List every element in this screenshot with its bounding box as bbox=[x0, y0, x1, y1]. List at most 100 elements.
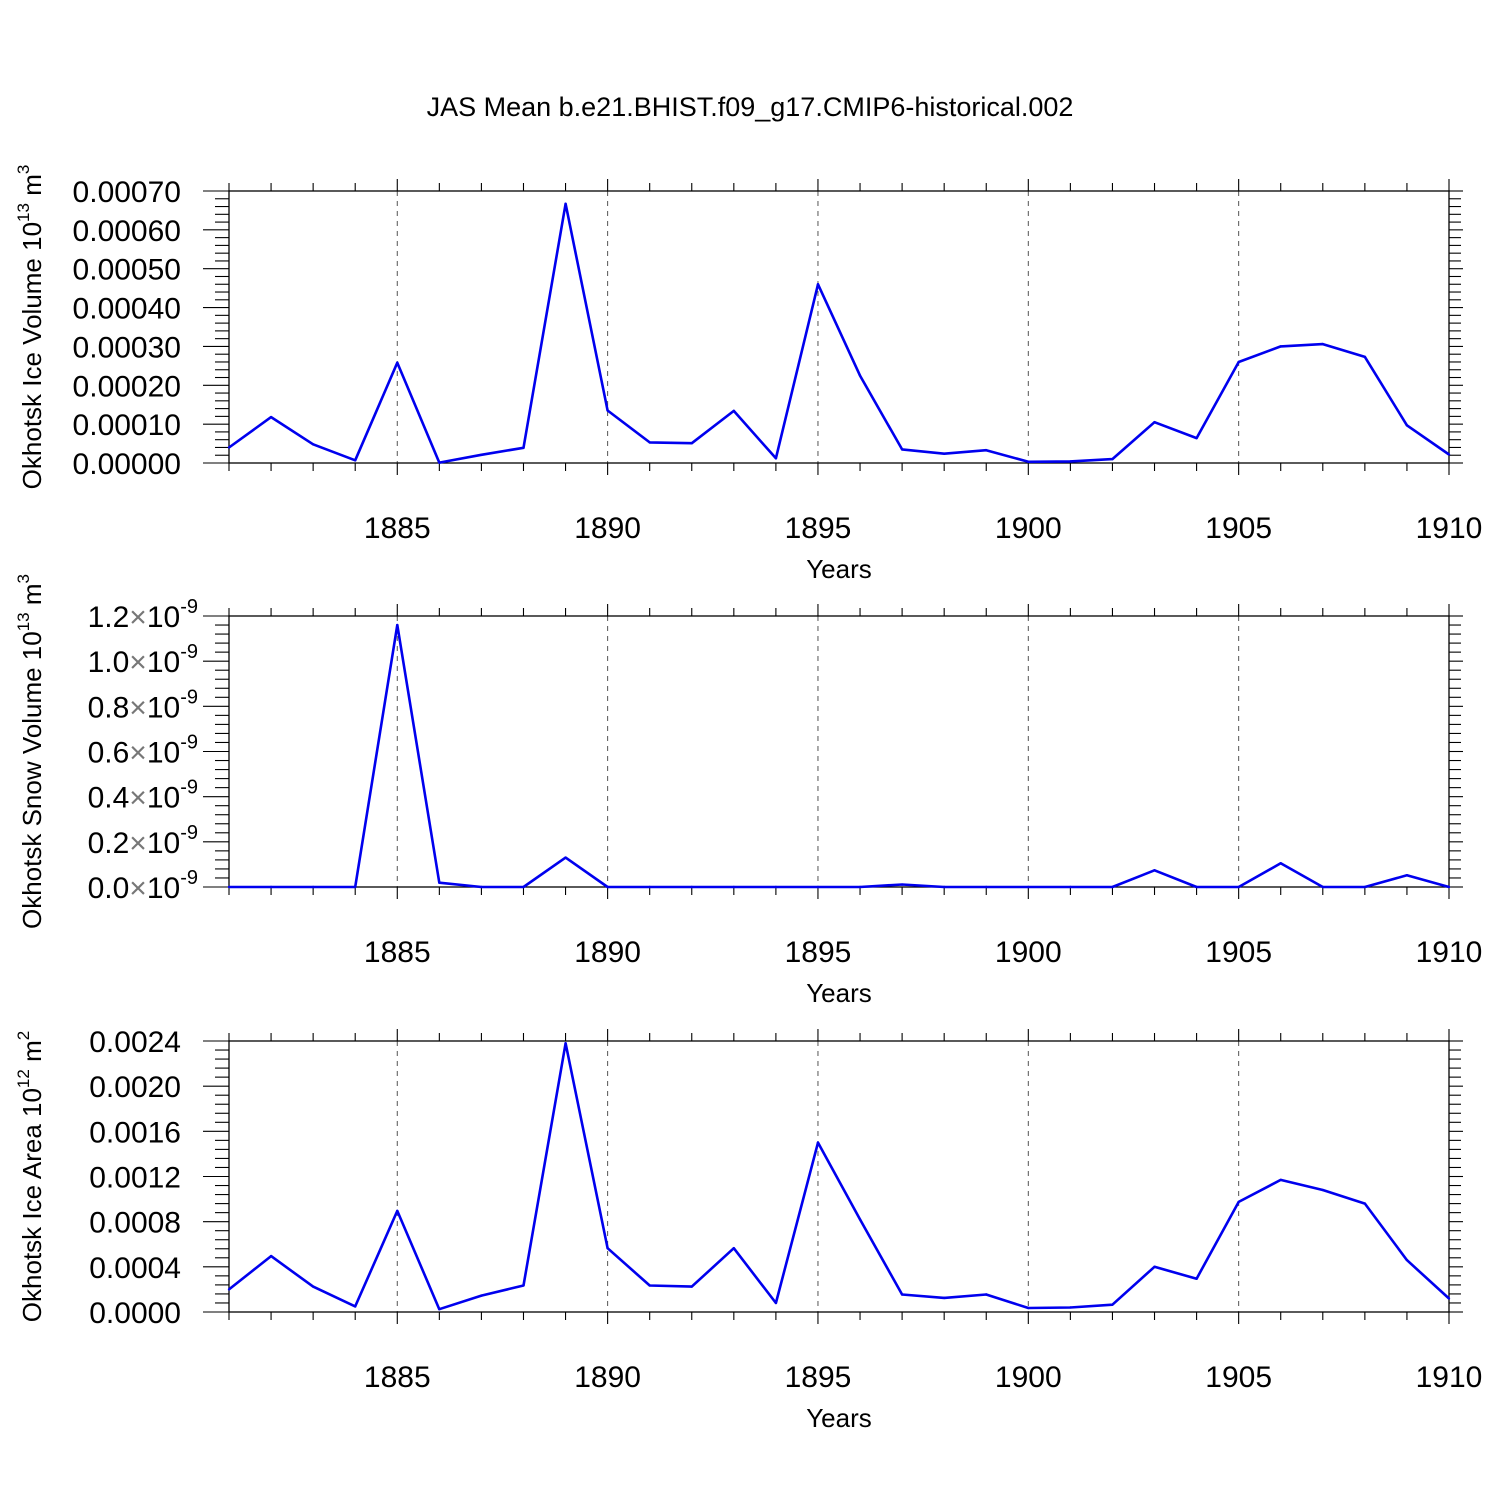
data-point bbox=[900, 1293, 904, 1296]
y-tick-label: 0.4×10-9 bbox=[88, 777, 198, 815]
data-point bbox=[480, 885, 483, 889]
x-axis-label: Years bbox=[806, 1403, 872, 1433]
data-point bbox=[311, 443, 315, 446]
chart-panel-3: 1885 1890 1895 1900 1905 1910 Years 0.0000 0.000… bbox=[14, 1026, 1482, 1433]
data-point bbox=[1447, 885, 1451, 889]
data-point bbox=[1279, 862, 1282, 865]
x-tick-label: 1900 bbox=[995, 512, 1062, 545]
data-point bbox=[1153, 421, 1156, 424]
data-point bbox=[269, 885, 273, 889]
y-tick-label: 0.00060 bbox=[73, 215, 181, 248]
data-point bbox=[1321, 342, 1324, 346]
y-tick-label: 0.0020 bbox=[89, 1071, 181, 1104]
y-axis-label: Okhotsk Snow Volume 1013 m3 bbox=[14, 574, 47, 929]
data-point bbox=[732, 409, 736, 413]
y-tick-label: 0.8×10-9 bbox=[88, 686, 198, 724]
x-tick-label: 1885 bbox=[364, 1361, 431, 1394]
data-point bbox=[311, 885, 315, 889]
x-tick-label: 1890 bbox=[574, 512, 641, 545]
y-tick-label: 0.00000 bbox=[73, 448, 181, 481]
data-point bbox=[1111, 885, 1114, 889]
y-tick-label: 0.00040 bbox=[73, 293, 181, 326]
data-point bbox=[480, 453, 483, 457]
data-point bbox=[1279, 345, 1282, 348]
panels: 1885 1890 1895 1900 1905 1910 Years 0.00000 0.00… bbox=[14, 165, 1482, 1433]
x-axis-label: Years bbox=[806, 554, 872, 584]
data-point bbox=[942, 1296, 946, 1300]
data-point bbox=[1321, 885, 1324, 889]
data-point bbox=[1405, 874, 1409, 877]
data-point bbox=[1237, 1200, 1240, 1204]
data-point bbox=[1195, 885, 1198, 889]
data-point bbox=[522, 885, 525, 889]
y-tick-label: 1.0×10-9 bbox=[88, 641, 198, 679]
data-point bbox=[438, 461, 441, 464]
data-point bbox=[606, 1247, 609, 1250]
x-tick-label: 1910 bbox=[1416, 512, 1483, 545]
data-point bbox=[564, 202, 567, 206]
y-tick-label: 0.00020 bbox=[73, 370, 181, 403]
y-tick-label: 0.6×10-9 bbox=[88, 732, 198, 770]
data-point bbox=[942, 452, 946, 455]
x-tick-label: 1890 bbox=[574, 936, 641, 969]
data-point bbox=[1195, 436, 1198, 440]
chart-panel-1: 1885 1890 1895 1900 1905 1910 Years 0.00000 0.00… bbox=[14, 165, 1482, 584]
data-point bbox=[1279, 1178, 1282, 1182]
series-line bbox=[229, 623, 1450, 889]
data-point bbox=[396, 623, 399, 627]
data-point bbox=[311, 1285, 315, 1288]
y-tick-label: 0.0016 bbox=[89, 1116, 181, 1149]
x-tick-label: 1895 bbox=[785, 512, 852, 545]
x-tick-label: 1895 bbox=[785, 936, 852, 969]
x-tick-label: 1905 bbox=[1205, 936, 1272, 969]
data-point bbox=[269, 1254, 273, 1258]
data-point bbox=[1447, 453, 1451, 456]
data-point bbox=[1405, 424, 1409, 427]
data-point bbox=[1111, 457, 1114, 461]
data-point bbox=[690, 885, 693, 889]
x-tick-label: 1905 bbox=[1205, 512, 1272, 545]
data-point bbox=[396, 361, 399, 364]
x-axis-label: Years bbox=[806, 978, 872, 1008]
data-point bbox=[816, 283, 820, 286]
data-point bbox=[900, 448, 904, 451]
data-point bbox=[985, 885, 988, 889]
data-point bbox=[774, 1301, 778, 1305]
data-point bbox=[354, 885, 357, 889]
x-tick-label: 1910 bbox=[1416, 936, 1483, 969]
series-line bbox=[228, 1042, 1450, 1311]
data-point bbox=[1363, 885, 1367, 889]
data-point bbox=[858, 885, 862, 889]
y-tick-label: 0.00050 bbox=[73, 254, 181, 287]
y-tick-label: 0.0000 bbox=[89, 1297, 181, 1330]
data-point bbox=[648, 1284, 651, 1287]
y-axis-label: Okhotsk Ice Area 1012 m2 bbox=[14, 1031, 47, 1322]
data-point bbox=[1405, 1258, 1409, 1262]
data-point bbox=[1237, 885, 1240, 889]
data-point bbox=[985, 1293, 988, 1296]
data-point bbox=[1153, 869, 1156, 872]
data-point bbox=[522, 1284, 525, 1287]
y-tick-label: 0.0004 bbox=[89, 1252, 181, 1285]
y-tick-label: 1.2×10-9 bbox=[88, 596, 198, 634]
data-point bbox=[648, 885, 651, 889]
plot-frame bbox=[228, 190, 1450, 464]
data-point bbox=[816, 1141, 820, 1144]
data-point bbox=[1237, 360, 1240, 364]
data-point bbox=[1363, 355, 1367, 359]
data-point bbox=[606, 885, 609, 889]
plot-frame bbox=[228, 615, 1450, 888]
data-point bbox=[396, 1209, 399, 1213]
data-point bbox=[269, 415, 273, 419]
data-point bbox=[690, 441, 693, 445]
data-point bbox=[227, 885, 231, 889]
y-tick-label: 0.0012 bbox=[89, 1162, 181, 1195]
data-point bbox=[858, 1218, 862, 1221]
x-tick-label: 1900 bbox=[995, 1361, 1062, 1394]
data-point bbox=[606, 409, 609, 412]
x-tick-label: 1900 bbox=[995, 936, 1062, 969]
data-point bbox=[522, 446, 525, 450]
data-point bbox=[1195, 1277, 1198, 1280]
data-point bbox=[1027, 1306, 1030, 1310]
